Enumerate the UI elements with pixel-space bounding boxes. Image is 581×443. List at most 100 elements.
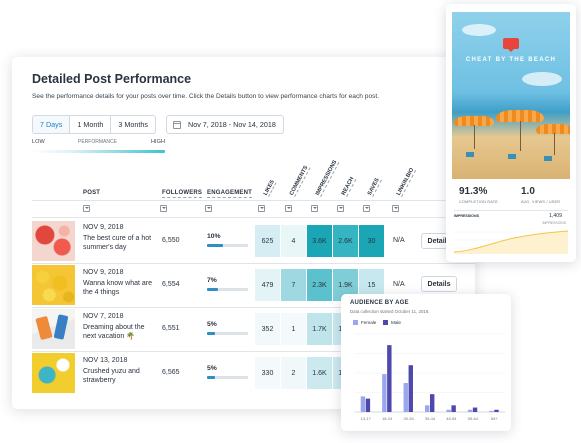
comments-cell: 7: [281, 269, 306, 301]
impressions-value: 1,409: [549, 213, 562, 219]
bar-female-55-64[interactable]: [467, 409, 473, 412]
likes-cell: 479: [255, 269, 280, 301]
column-linkinbio[interactable]: LINKIN.BIO: [395, 167, 417, 197]
impressions-cell: 2.3K: [307, 269, 332, 301]
umbrella-shape: [536, 124, 570, 134]
impressions-cell: 1.6K: [307, 357, 332, 389]
row-divider: [32, 217, 475, 218]
panel-title: Detailed Post Performance: [32, 72, 192, 86]
story-photo[interactable]: CHEAT BY THE BEACH: [452, 12, 570, 179]
bar-female-18-24[interactable]: [382, 374, 387, 412]
sort-followers-icon[interactable]: [160, 205, 167, 212]
umbrella-pole: [554, 133, 555, 155]
beach-chair: [466, 152, 474, 157]
x-tick-label: 35-44: [425, 416, 436, 421]
post-date: NOV 7, 2018: [83, 313, 124, 320]
legend-male-label: Male: [391, 320, 401, 325]
beach-chair: [544, 156, 552, 161]
post-thumbnail[interactable]: [32, 265, 75, 305]
post-thumbnail[interactable]: [32, 221, 75, 261]
cloud-shape: [462, 24, 496, 36]
panel-subtitle: See the performance details for your pos…: [32, 93, 380, 100]
post-date: NOV 9, 2018: [83, 269, 124, 276]
bar-female-25-34[interactable]: [403, 383, 408, 412]
followers-value: 6,551: [162, 325, 180, 332]
post-thumbnail[interactable]: [32, 309, 75, 349]
bar-female-65+[interactable]: [489, 410, 494, 412]
date-range-tabs: 7 Days 1 Month 3 Months: [32, 115, 156, 134]
comments-cell: 1: [281, 313, 306, 345]
sort-comments-icon[interactable]: [285, 205, 292, 212]
followers-value: 6,550: [162, 237, 180, 244]
x-tick-label: 55-64: [468, 416, 479, 421]
scale-high-label: HIGH: [151, 139, 165, 145]
sort-engagement-icon[interactable]: [205, 205, 212, 212]
bar-male-25-34[interactable]: [408, 365, 413, 412]
details-button[interactable]: Details: [421, 276, 457, 292]
audience-title: AUDIENCE BY AGE: [350, 300, 409, 306]
bar-female-45-54[interactable]: [446, 409, 451, 412]
post-thumbnail[interactable]: [32, 353, 75, 393]
post-date: NOV 13, 2018: [83, 357, 128, 364]
sort-post-icon[interactable]: [83, 205, 90, 212]
impressions-label: IMPRESSIONS: [454, 214, 479, 218]
bar-female-35-44[interactable]: [425, 405, 430, 412]
post-caption: Dreaming about the next vacation 🌴: [83, 324, 145, 340]
reach-cell: 2.6K: [333, 225, 358, 257]
column-reach[interactable]: REACH: [340, 176, 357, 197]
bar-male-65+[interactable]: [494, 409, 499, 412]
column-engagement[interactable]: ENGAGEMENT: [207, 190, 253, 198]
range-7-days-button[interactable]: 7 Days: [33, 116, 71, 133]
followers-value: 6,565: [162, 369, 180, 376]
column-saves[interactable]: SAVES: [366, 177, 382, 197]
x-tick-label: 25-34: [403, 416, 414, 421]
bar-female-13-17[interactable]: [360, 396, 366, 412]
date-range-text: Nov 7, 2018 - Nov 14, 2018: [188, 120, 276, 129]
scale-gradient-bar: [32, 150, 165, 153]
scale-title: PERFORMANCE: [78, 139, 117, 145]
range-1-month-button[interactable]: 1 Month: [70, 116, 112, 133]
engagement-bar: [207, 288, 248, 291]
legend-female-label: Female: [361, 320, 377, 325]
audience-by-age-card: AUDIENCE BY AGE Data collection started …: [341, 294, 511, 431]
bar-male-13-17[interactable]: [365, 398, 371, 412]
engagement-bar: [207, 376, 248, 379]
column-likes[interactable]: LIKES: [262, 179, 277, 197]
completion-rate-label: COMPLETION RATE: [459, 200, 499, 204]
bar-male-18-24[interactable]: [387, 345, 392, 412]
performance-scale: LOW PERFORMANCE HIGH: [32, 139, 165, 153]
impressions-cell: 3.6K: [307, 225, 332, 257]
story-photo-title: CHEAT BY THE BEACH: [465, 57, 557, 63]
engagement-value: 5%: [207, 365, 217, 372]
linkinbio-value: N/A: [393, 237, 405, 244]
post-caption: The best cure of a hot summer's day: [83, 235, 152, 251]
scale-low-label: LOW: [32, 139, 45, 145]
comments-cell: 2: [281, 357, 306, 389]
sort-impressions-icon[interactable]: [311, 205, 318, 212]
engagement-value: 7%: [207, 277, 217, 284]
sort-likes-icon[interactable]: [258, 205, 265, 212]
range-3-months-button[interactable]: 3 Months: [118, 120, 148, 129]
bar-male-35-44[interactable]: [430, 394, 435, 412]
sort-saves-icon[interactable]: [363, 205, 370, 212]
bar-male-55-64[interactable]: [472, 407, 478, 412]
column-impressions[interactable]: IMPRESSIONS: [314, 159, 340, 197]
column-comments[interactable]: COMMENTS: [288, 164, 311, 197]
column-followers[interactable]: FOLLOWERS: [162, 190, 203, 198]
x-tick-label: 65+: [491, 416, 498, 421]
legend-male[interactable]: Male: [383, 320, 401, 325]
cloud-shape: [522, 72, 562, 86]
followers-value: 6,554: [162, 281, 180, 288]
linkinbio-value: N/A: [393, 281, 405, 288]
column-post: POST: [83, 190, 101, 196]
sort-reach-icon[interactable]: [337, 205, 344, 212]
bar-male-45-54[interactable]: [451, 405, 456, 412]
legend-female[interactable]: Female: [353, 320, 376, 325]
impressions-cell: 1.7K: [307, 313, 332, 345]
header-divider: [32, 200, 475, 201]
impressions-sparkline: [454, 230, 568, 254]
impressions-sublabel: IMPRESSIONS: [542, 221, 566, 225]
sort-linkinbio-icon[interactable]: [392, 205, 399, 212]
x-tick-label: 18-24: [382, 416, 393, 421]
date-range-picker[interactable]: Nov 7, 2018 - Nov 14, 2018: [166, 115, 284, 134]
